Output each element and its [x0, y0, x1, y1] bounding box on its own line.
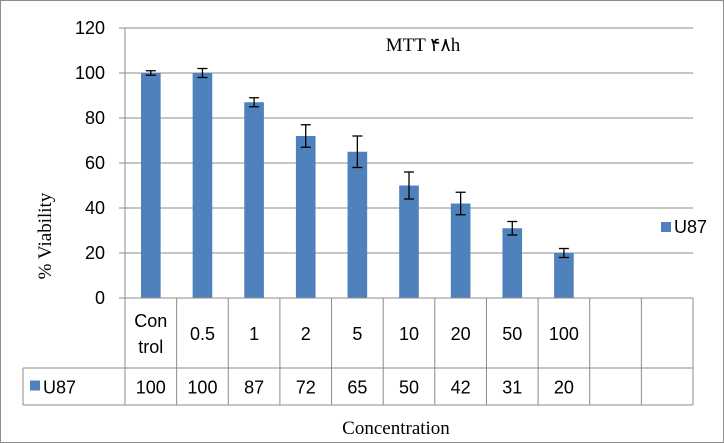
x-tick-label-8: 100	[549, 324, 579, 344]
chart-title: MTT ۴۸h	[386, 35, 461, 56]
x-axis-label: Concentration	[342, 418, 450, 439]
bar-3	[295, 136, 316, 298]
bar-4	[347, 151, 368, 298]
y-tick-label-20: 20	[85, 243, 105, 263]
table-series-name: U87	[43, 378, 76, 398]
y-tick-label-40: 40	[85, 198, 105, 218]
data-label-2: 87	[244, 378, 264, 398]
x-tick-label-0-0: Con	[134, 311, 167, 331]
y-tick-label-80: 80	[85, 108, 105, 128]
data-label-7: 31	[502, 378, 522, 398]
data-label-8: 20	[554, 378, 574, 398]
data-label-0: 100	[136, 378, 166, 398]
table-legend-swatch	[30, 380, 40, 391]
y-tick-label-60: 60	[85, 153, 105, 173]
x-tick-label-0-1: trol	[138, 337, 163, 357]
y-tick-label-0: 0	[95, 288, 105, 308]
bar-5	[399, 185, 419, 298]
y-tick-label-100: 100	[75, 63, 105, 83]
data-label-5: 50	[399, 378, 419, 398]
data-label-3: 72	[296, 378, 316, 398]
x-tick-label-7: 50	[502, 324, 522, 344]
x-tick-label-2: 1	[249, 324, 259, 344]
bar-8	[554, 253, 574, 298]
x-tick-label-5: 10	[399, 324, 419, 344]
bar-0	[141, 73, 161, 298]
gridlines	[125, 27, 693, 254]
data-label-4: 65	[347, 378, 367, 398]
y-axis-label: % Viability	[35, 192, 56, 279]
data-table: Con trol 0.5 1 2 5 10 20 50 100 U87 100 100 87 72 65 50 4…	[22, 298, 694, 406]
bar-6	[450, 203, 471, 298]
y-tick-label-120: 120	[75, 18, 105, 38]
bar-7	[502, 228, 523, 298]
legend-swatch-u87	[661, 222, 671, 232]
x-tick-label-1: 0.5	[190, 324, 215, 344]
legend-label-u87: U87	[674, 217, 707, 237]
x-tick-label-4: 5	[352, 324, 362, 344]
data-label-1: 100	[187, 378, 217, 398]
error-bars	[145, 67, 569, 259]
bars	[141, 73, 574, 298]
legend: U87	[661, 217, 707, 237]
bar-2	[244, 102, 264, 298]
axes	[119, 27, 693, 299]
bar-1	[192, 73, 213, 298]
y-tick-labels: 0 20 40 60 80 100 120	[75, 18, 105, 308]
x-tick-label-6: 20	[451, 324, 471, 344]
data-label-6: 42	[451, 378, 471, 398]
x-tick-label-3: 2	[301, 324, 311, 344]
